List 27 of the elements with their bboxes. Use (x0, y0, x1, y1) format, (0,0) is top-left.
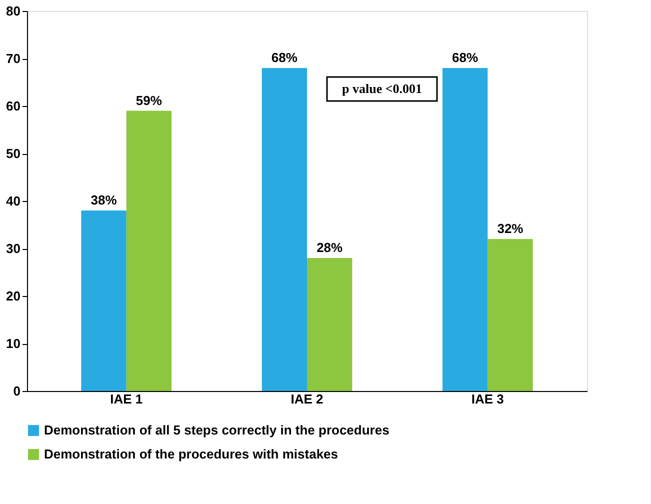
data-label: 68% (452, 50, 479, 65)
y-tick-label: 80 (6, 4, 20, 18)
legend-label: Demonstration of the procedures with mistakes (44, 446, 338, 462)
y-tick-label: 60 (6, 98, 20, 114)
y-tick-label: 20 (6, 288, 20, 304)
bar (126, 110, 172, 391)
data-label: 59% (136, 92, 162, 108)
y-tick-label: 50 (6, 146, 20, 161)
bar (262, 68, 307, 391)
bar (307, 258, 352, 391)
y-tick-label: 30 (6, 241, 20, 256)
data-label: 28% (316, 240, 344, 255)
y-tick-label: 10 (6, 336, 20, 351)
legend-label: Demonstration of all 5 steps correctly in the procedures (44, 422, 390, 438)
x-tick-label: IAE 3 (471, 392, 504, 406)
data-label: 38% (90, 192, 118, 208)
y-tick-label: 40 (6, 194, 20, 208)
data-label: 32% (497, 221, 524, 236)
x-tick-label: IAE 2 (290, 392, 324, 406)
y-tick-label: 0 (13, 384, 20, 398)
y-tick-label: 70 (6, 51, 20, 66)
bar (81, 210, 126, 391)
bar (488, 239, 533, 391)
data-label: 68% (271, 50, 298, 65)
x-tick-label: IAE 1 (110, 392, 143, 406)
bar (442, 68, 488, 391)
annotation: p value <0.001 (342, 81, 422, 96)
